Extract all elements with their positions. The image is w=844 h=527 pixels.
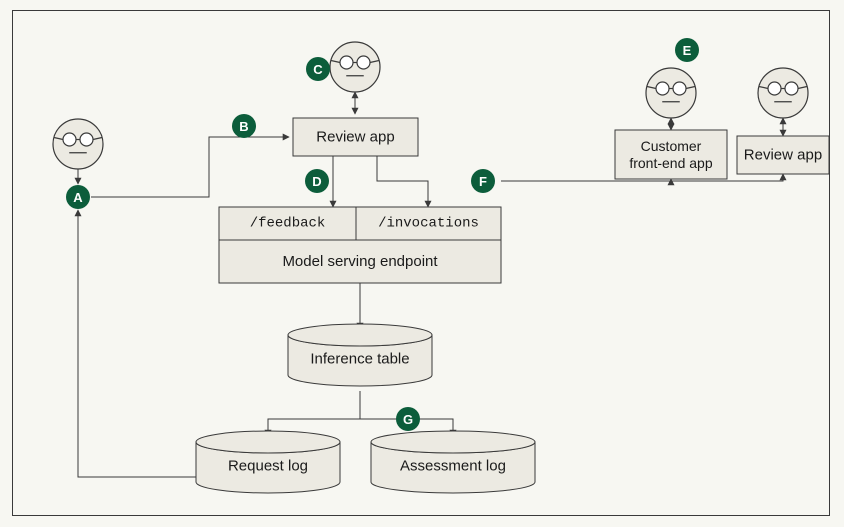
node-inference_table: Inference table <box>288 324 432 386</box>
badge-D: D <box>305 169 329 193</box>
label-feedback_cell: /feedback <box>250 216 326 232</box>
badge-letter-C: C <box>313 62 323 77</box>
badge-letter-D: D <box>312 174 321 189</box>
edge-req_to_A <box>78 210 196 477</box>
badge-letter-E: E <box>683 43 692 58</box>
badge-letter-A: A <box>73 190 83 205</box>
label-customer_app-line0: Customer <box>641 138 702 154</box>
diagram-frame: { "diagram": { "type": "flowchart", "bac… <box>12 10 830 516</box>
badge-G: G <box>396 407 420 431</box>
node-serving_endpoint: Model serving endpoint <box>219 240 501 283</box>
label-review_app_right: Review app <box>744 147 822 164</box>
node-request_log: Request log <box>196 431 340 493</box>
label-inference_table: Inference table <box>310 351 409 368</box>
badge-letter-B: B <box>239 119 248 134</box>
edge-review_to_invoc <box>377 156 428 207</box>
badge-C: C <box>306 57 330 81</box>
label-serving_endpoint: Model serving endpoint <box>282 253 438 270</box>
badge-letter-G: G <box>403 412 413 427</box>
badge-E: E <box>675 38 699 62</box>
user-icon-left <box>53 119 103 169</box>
label-customer_app-line1: front-end app <box>629 155 712 171</box>
node-invocations_cell: /invocations <box>356 207 501 240</box>
user-icon-top <box>330 42 380 92</box>
user-icon-right2 <box>758 68 808 118</box>
node-feedback_cell: /feedback <box>219 207 356 240</box>
badge-A: A <box>66 185 90 209</box>
badge-B: B <box>232 114 256 138</box>
node-customer_app: Customerfront-end app <box>615 130 727 179</box>
badge-F: F <box>471 169 495 193</box>
label-review_app_top: Review app <box>316 129 394 146</box>
badge-letter-F: F <box>479 174 487 189</box>
user-icon-right1 <box>646 68 696 118</box>
label-request_log: Request log <box>228 458 308 475</box>
node-review_app_right: Review app <box>737 136 829 174</box>
node-assessment_log: Assessment log <box>371 431 535 493</box>
label-invocations_cell: /invocations <box>378 216 479 232</box>
node-review_app_top: Review app <box>293 118 418 156</box>
edge-A_to_review_top <box>91 137 289 197</box>
label-assessment_log: Assessment log <box>400 458 506 475</box>
diagram-svg: Review app Customerfront-end app Review ap… <box>13 11 831 517</box>
edge-inf_to_req <box>268 391 360 436</box>
